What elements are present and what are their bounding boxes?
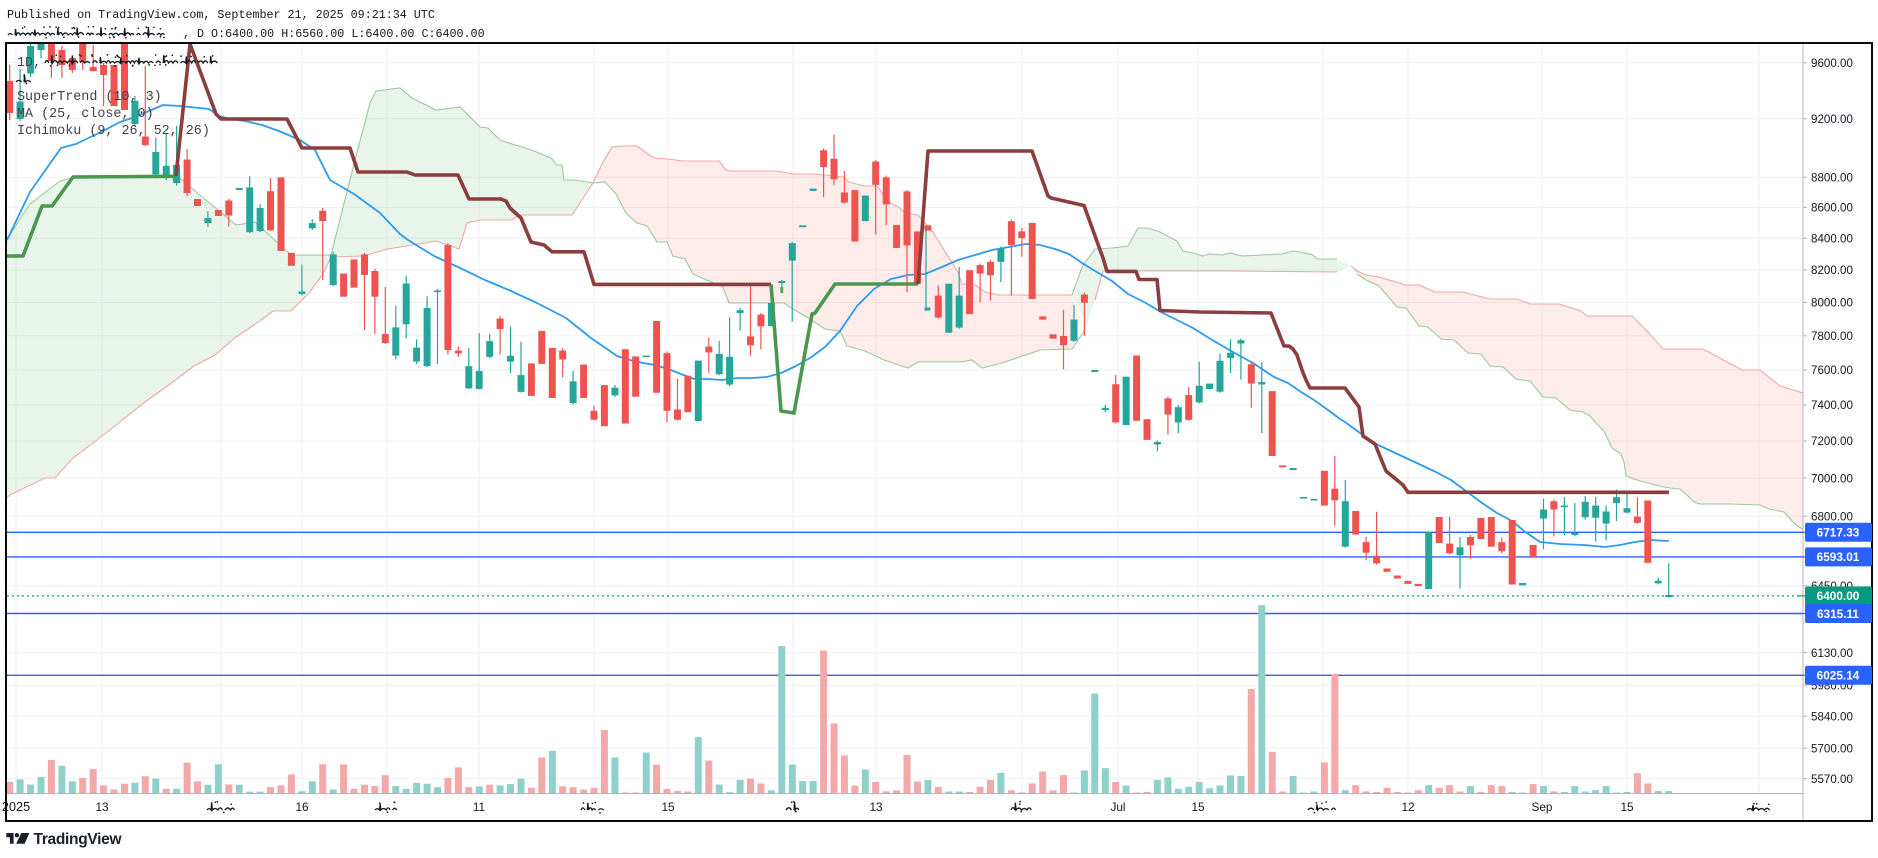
- svg-text:6025.14: 6025.14: [1817, 669, 1860, 683]
- svg-text:11: 11: [473, 800, 485, 814]
- svg-text:13: 13: [95, 800, 109, 814]
- svg-text:9200.00: 9200.00: [1811, 113, 1853, 126]
- svg-text:5840.00: 5840.00: [1811, 711, 1853, 724]
- svg-text:6315.11: 6315.11: [1817, 607, 1859, 621]
- svg-text:2025: 2025: [2, 799, 30, 814]
- svg-text:5570.00: 5570.00: [1811, 773, 1853, 786]
- svg-text:6400.00: 6400.00: [1817, 589, 1860, 603]
- svg-text:Sep: Sep: [1532, 800, 1553, 814]
- svg-text:1D,: 1D,: [17, 56, 41, 71]
- svg-text:7000.00: 7000.00: [1811, 472, 1853, 485]
- svg-text:15: 15: [661, 800, 675, 814]
- svg-text:Jul: Jul: [1110, 800, 1125, 814]
- svg-text:8000.00: 8000.00: [1811, 297, 1853, 310]
- svg-text:7800.00: 7800.00: [1811, 330, 1853, 343]
- svg-text:, D O:6400.00 H:6560.00 L:6400: , D O:6400.00 H:6560.00 L:6400.00 C:6400…: [183, 27, 485, 41]
- svg-text:6130.00: 6130.00: [1811, 647, 1853, 660]
- svg-text:5700.00: 5700.00: [1811, 742, 1853, 755]
- svg-text:7200.00: 7200.00: [1811, 435, 1853, 448]
- svg-text:16: 16: [295, 800, 309, 814]
- svg-text:SuperTrend (10, 3): SuperTrend (10, 3): [17, 90, 162, 105]
- svg-text:7600.00: 7600.00: [1811, 364, 1853, 377]
- svg-text:13: 13: [869, 800, 883, 814]
- svg-text:6593.01: 6593.01: [1817, 550, 1860, 564]
- svg-text:7400.00: 7400.00: [1811, 399, 1853, 412]
- svg-text:8600.00: 8600.00: [1811, 202, 1853, 215]
- svg-text:Ichimoku (9, 26, 52, 26): Ichimoku (9, 26, 52, 26): [17, 124, 210, 139]
- svg-text:8800.00: 8800.00: [1811, 171, 1853, 184]
- svg-text:MA (25, close, 0): MA (25, close, 0): [17, 107, 154, 122]
- svg-text:6800.00: 6800.00: [1811, 510, 1853, 523]
- svg-text:Published on TradingView.com,: Published on TradingView.com, September …: [7, 8, 435, 22]
- svg-text:9600.00: 9600.00: [1811, 57, 1853, 70]
- svg-text:15: 15: [1191, 800, 1205, 814]
- svg-text:15: 15: [1620, 800, 1634, 814]
- svg-text:8400.00: 8400.00: [1811, 233, 1853, 246]
- svg-text:TradingView: TradingView: [34, 831, 123, 848]
- svg-text:12: 12: [1401, 800, 1414, 814]
- svg-text:8200.00: 8200.00: [1811, 264, 1853, 277]
- svg-text:6717.33: 6717.33: [1817, 526, 1860, 540]
